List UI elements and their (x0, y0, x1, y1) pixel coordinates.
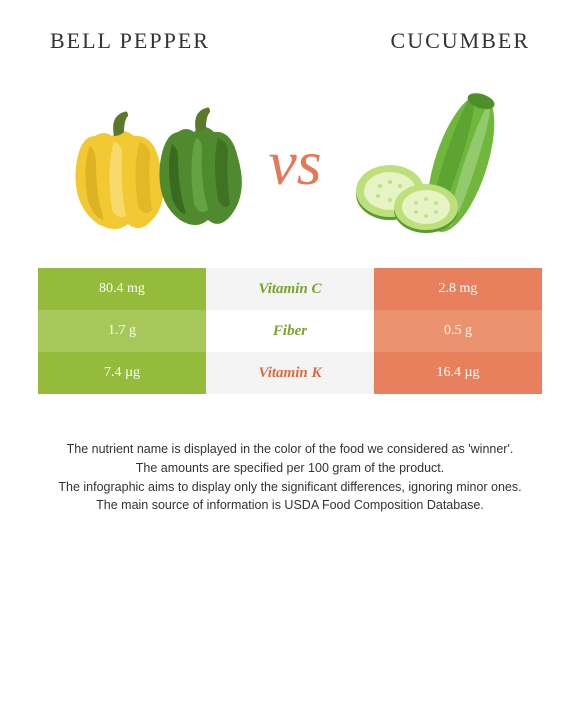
nutrient-row: 1.7 gFiber0.5 g (38, 310, 542, 352)
left-food-title: Bell pepper (50, 28, 210, 54)
footer-line-2: The amounts are specified per 100 gram o… (38, 459, 542, 478)
comparison-images-row: vs (0, 64, 580, 262)
footer-line-1: The nutrient name is displayed in the co… (38, 440, 542, 459)
nutrient-row: 7.4 µgVitamin K16.4 µg (38, 352, 542, 394)
right-food-title: Cucumber (391, 28, 530, 54)
right-value: 0.5 g (374, 310, 542, 352)
nutrient-name: Vitamin K (206, 352, 374, 394)
cucumber-illustration (346, 88, 516, 238)
footer-notes: The nutrient name is displayed in the co… (38, 440, 542, 515)
footer-line-4: The main source of information is USDA F… (38, 496, 542, 515)
vs-label: vs (262, 126, 327, 200)
right-value: 16.4 µg (374, 352, 542, 394)
nutrient-row: 80.4 mgVitamin C2.8 mg (38, 268, 542, 310)
right-value: 2.8 mg (374, 268, 542, 310)
footer-line-3: The infographic aims to display only the… (38, 478, 542, 497)
left-value: 1.7 g (38, 310, 206, 352)
nutrient-name: Vitamin C (206, 268, 374, 310)
nutrient-comparison-table: 80.4 mgVitamin C2.8 mg1.7 gFiber0.5 g7.4… (38, 268, 542, 394)
left-value: 7.4 µg (38, 352, 206, 394)
left-value: 80.4 mg (38, 268, 206, 310)
nutrient-name: Fiber (206, 310, 374, 352)
bell-pepper-illustration (64, 88, 244, 238)
